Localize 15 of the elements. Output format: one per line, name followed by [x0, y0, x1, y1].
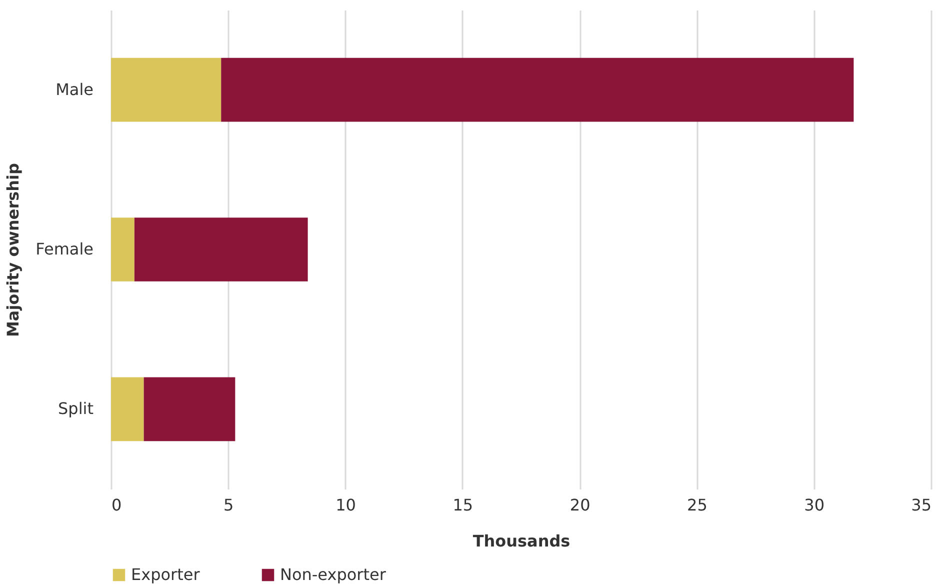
y-tick-label: Male [56, 80, 94, 99]
x-tick-label: 15 [452, 496, 474, 514]
y-tick-label: Female [36, 240, 94, 258]
x-tick-label: 35 [911, 496, 932, 514]
y-axis-title: Majority ownership [4, 163, 23, 337]
x-tick-label: 5 [224, 496, 234, 514]
x-tick-label: 25 [687, 496, 708, 514]
x-tick-label: 10 [336, 496, 356, 514]
legend-label: Non-exporter [280, 565, 386, 584]
y-tick-label: Split [58, 399, 94, 418]
x-axis-title: Thousands [472, 532, 570, 550]
x-tick-label: 0 [112, 496, 122, 514]
x-tick-label: 20 [570, 496, 590, 514]
legend-label: Exporter [131, 565, 200, 584]
x-tick-label: 30 [804, 496, 825, 514]
